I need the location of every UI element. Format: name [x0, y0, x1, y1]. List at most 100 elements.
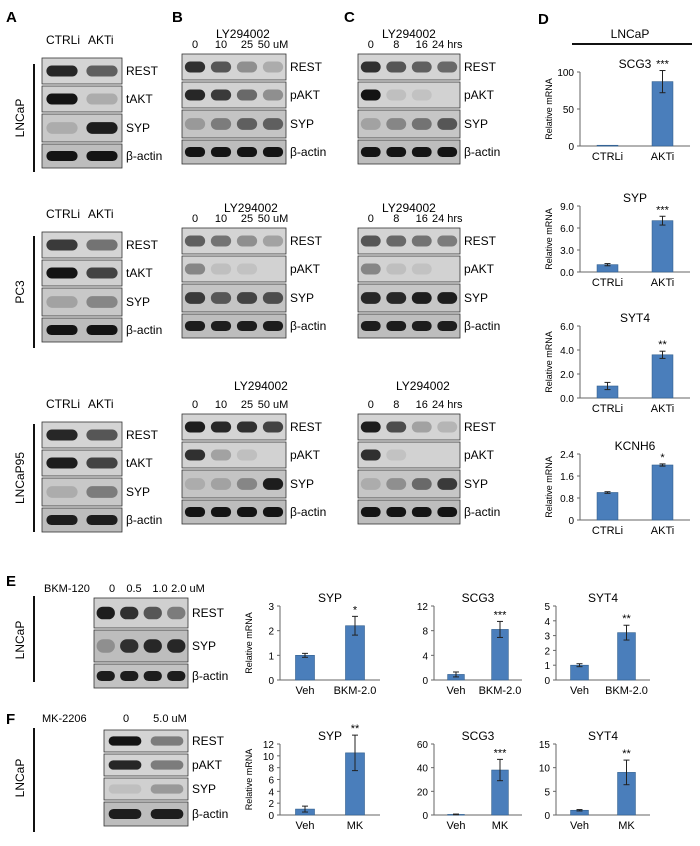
- blot-f-strip-3: [103, 801, 189, 827]
- chart-title: SYT4: [588, 591, 618, 605]
- blot-f-row-label: pAKT: [192, 758, 223, 772]
- significance-marker: **: [622, 613, 631, 625]
- blot-c1-row-label: pAKT: [464, 88, 495, 102]
- panel-letter-e: E: [6, 573, 16, 590]
- chart-title: SCG3: [462, 729, 495, 743]
- blot-e-strip-0: [93, 597, 189, 629]
- y-tick-label: 60: [417, 740, 429, 751]
- blot-a-col-akti: AKTi: [88, 33, 114, 47]
- significance-marker: ***: [494, 747, 508, 759]
- x-tick-label: CTRLi: [592, 277, 623, 289]
- y-tick-label: 15: [539, 740, 551, 751]
- blot-a-lncap-strip-2: [41, 113, 123, 143]
- chart-e3: SYT4 0 1 2 3 4 5 Veh ** BKM-2.0: [544, 591, 650, 697]
- chart-e1: SYP 0 1 2 3 Relative mRNA Veh * BKM-2.0: [244, 591, 380, 697]
- chart-d3: SYT4 0.0 2.0 4.0 6.0 Relative mRNA CTRLi ** AKTi: [544, 311, 690, 415]
- y-tick-label: 4: [422, 651, 428, 662]
- y-tick-label: 12: [417, 602, 429, 613]
- blot-a3-col-ctrli: CTRLi: [46, 397, 80, 411]
- blot-c2-strip-1: [357, 255, 461, 283]
- blot-b1-row-label: pAKT: [290, 88, 321, 102]
- chart-title: KCNH6: [615, 439, 656, 453]
- blot-a-lncap-row-label: β-actin: [126, 149, 162, 163]
- blot-b1-row-label: REST: [290, 60, 323, 74]
- blot-b3-lane-label: 10: [215, 399, 227, 411]
- blot-a2-col-ctrli: CTRLi: [46, 207, 80, 221]
- blot-c2-lane-label: 8: [393, 213, 399, 225]
- blot-a-lncap95: REST tAKT SYP β-actin: [41, 421, 162, 533]
- blot-b3-strip-0: [181, 413, 287, 441]
- blot-b2-lane-label: 10: [215, 213, 227, 225]
- y-tick-label: 5: [544, 787, 550, 798]
- blot-a-lncap95-strip-0: [41, 421, 123, 449]
- blot-e-dose-label: 2.0 uM: [171, 583, 205, 595]
- blot-b2-strip-1: [181, 255, 287, 283]
- blot-a-lncap95-strip-1: [41, 449, 123, 477]
- blot-a3-col-akti: AKTi: [88, 397, 114, 411]
- chart-e2: SCG3 0 4 8 12 Veh *** BKM-2.0: [417, 591, 522, 697]
- blot-c3-strip-3: [357, 499, 461, 525]
- blot-a-pc3-row-label: tAKT: [126, 266, 153, 280]
- blot-c3-lane-label: 0: [368, 399, 374, 411]
- x-tick-label: AKTi: [651, 277, 674, 289]
- blot-b1-strip-1: [181, 81, 287, 109]
- blot-b3-lane-label: 50 uM: [258, 399, 289, 411]
- blot-a2-col-akti: AKTi: [88, 207, 114, 221]
- blot-c2-row-label: SYP: [464, 291, 488, 305]
- y-axis-label: Relative mRNA: [244, 749, 254, 811]
- y-tick-label: 4.0: [560, 346, 574, 357]
- chart-title: SYP: [318, 729, 342, 743]
- y-axis-label: Relative mRNA: [544, 331, 554, 393]
- blot-c1-row-label: REST: [464, 60, 497, 74]
- y-tick-label: 20: [417, 787, 429, 798]
- blot-b2-treatment: LY294002: [224, 201, 278, 215]
- panel-letter-f: F: [6, 711, 15, 728]
- y-tick-label: 6: [268, 776, 274, 787]
- blot-f-treatment: MK-2206: [42, 713, 87, 725]
- y-tick-label: 3: [268, 602, 274, 613]
- chart-title: SYP: [623, 191, 647, 205]
- y-tick-label: 2.0: [560, 370, 574, 381]
- significance-marker: *: [353, 604, 358, 616]
- blot-a-lncap-row-label: REST: [126, 64, 159, 78]
- blot-a-pc3: REST tAKT SYP β-actin: [41, 231, 162, 343]
- blot-f-row-label: β-actin: [192, 807, 228, 821]
- blot-c3-lane-label: 24 hrs: [432, 399, 463, 411]
- y-tick-label: 0.0: [560, 268, 574, 279]
- blot-b3-row-label: β-actin: [290, 505, 326, 519]
- chart-title: SCG3: [619, 57, 652, 71]
- chart-title: SYP: [318, 591, 342, 605]
- y-tick-label: 50: [563, 105, 575, 116]
- blot-a-pc3-strip-1: [41, 259, 123, 287]
- blot-c2-treatment: LY294002: [382, 201, 436, 215]
- blot-a-lncap95-strip-2: [41, 477, 123, 507]
- chart-d4: KCNH6 0 0.8 1.6 2.4 Relative mRNA CTRLi * AKTi: [544, 439, 690, 537]
- cell-line-label-f: LNCaP: [13, 728, 35, 832]
- blot-b2-lane-label: 25: [241, 213, 253, 225]
- y-tick-label: 0: [544, 811, 550, 822]
- y-tick-label: 2.4: [560, 450, 574, 461]
- chart-f3: SYT4 0 5 10 15 Veh ** MK: [539, 729, 650, 832]
- blot-a-lncap-strip-0: [41, 57, 123, 85]
- blot-b1-treatment: LY294002: [216, 27, 270, 41]
- y-tick-label: 8: [422, 627, 428, 638]
- blot-f-strip-1: [103, 753, 189, 777]
- x-tick-label: CTRLi: [592, 525, 623, 537]
- blot-a-pc3-strip-2: [41, 287, 123, 317]
- blot-a-lncap-row-label: tAKT: [126, 92, 153, 106]
- blot-c3-strip-0: [357, 413, 461, 441]
- y-tick-label: 3: [544, 632, 550, 643]
- significance-marker: ***: [656, 204, 670, 216]
- y-tick-label: 0: [268, 676, 274, 687]
- blot-b2-row-label: REST: [290, 234, 323, 248]
- blot-c1-row-label: SYP: [464, 117, 488, 131]
- blot-e-dose-label: 1.0: [152, 583, 167, 595]
- y-tick-label: 0: [422, 811, 428, 822]
- y-tick-label: 4: [268, 787, 274, 798]
- y-tick-label: 0: [422, 676, 428, 687]
- blot-c1-strip-2: [357, 109, 461, 139]
- blot-c2-lane-label: 16: [416, 213, 428, 225]
- blot-c3-strip-2: [357, 469, 461, 499]
